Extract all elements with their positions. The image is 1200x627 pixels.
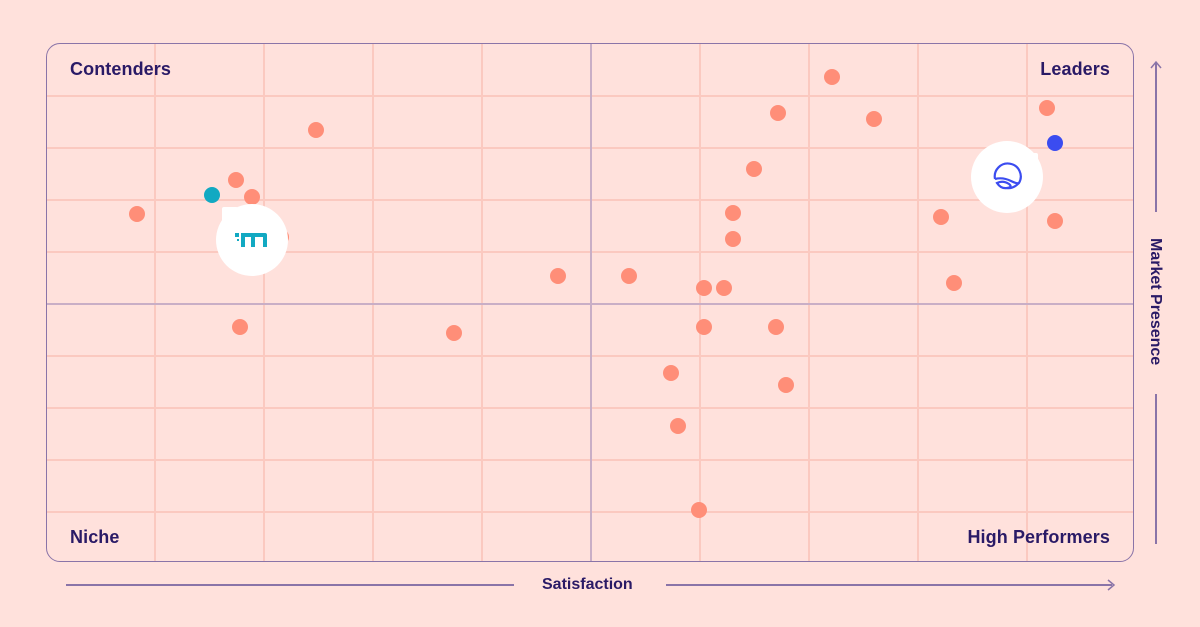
data-point[interactable] — [690, 502, 707, 519]
y-axis-title: Market Presence — [1147, 238, 1164, 366]
m-logo-icon — [235, 233, 267, 247]
data-point[interactable] — [550, 268, 567, 285]
data-point[interactable] — [307, 121, 324, 138]
grid-line — [372, 44, 374, 561]
data-point[interactable] — [446, 325, 462, 342]
data-point[interactable] — [933, 208, 950, 225]
data-point[interactable] — [777, 377, 794, 394]
data-point[interactable] — [243, 188, 260, 205]
center-horizontal-axis — [47, 303, 1133, 305]
grid-line — [917, 44, 919, 561]
y-axis-line-top — [1155, 62, 1157, 212]
grid-line — [699, 44, 701, 561]
grid-line — [808, 44, 810, 561]
x-axis-line-right — [666, 584, 1112, 586]
x-axis-line-left — [66, 584, 514, 586]
data-point[interactable] — [129, 206, 146, 223]
data-point[interactable] — [865, 110, 882, 127]
grid-line — [263, 44, 265, 561]
sphere-wave-logo-icon — [993, 162, 1022, 190]
center-vertical-axis — [590, 44, 592, 561]
data-point[interactable] — [746, 161, 763, 178]
data-point[interactable] — [724, 231, 741, 248]
data-point[interactable] — [823, 69, 840, 86]
data-point[interactable] — [662, 365, 679, 382]
data-point[interactable] — [715, 279, 732, 296]
teal-vendor-logo-bubble[interactable] — [216, 204, 288, 276]
data-point[interactable] — [1038, 99, 1055, 116]
data-point[interactable] — [670, 418, 687, 435]
data-point[interactable] — [228, 172, 245, 189]
quadrant-label-contenders: Contenders — [70, 59, 172, 79]
quadrant-label-high-performers: High Performers — [967, 527, 1110, 547]
data-point[interactable] — [770, 105, 787, 122]
data-point[interactable] — [231, 318, 248, 335]
data-point[interactable] — [621, 268, 638, 285]
data-point[interactable] — [696, 318, 713, 335]
data-point[interactable] — [696, 279, 713, 296]
data-point[interactable] — [724, 205, 741, 222]
y-axis-line-bottom — [1155, 394, 1157, 544]
grid-line — [154, 44, 156, 561]
data-point[interactable] — [946, 274, 963, 291]
quadrant-chart-frame — [46, 43, 1134, 562]
data-point[interactable] — [768, 318, 785, 335]
quadrant-label-niche: Niche — [70, 527, 120, 547]
blue-vendor-logo-bubble[interactable] — [971, 141, 1043, 213]
quadrant-label-leaders: Leaders — [1040, 59, 1110, 79]
x-axis-arrow-icon — [1107, 579, 1116, 591]
blue-logo-vendor-point[interactable] — [1046, 135, 1063, 152]
teal-logo-vendor-point[interactable] — [204, 187, 221, 204]
grid-line — [481, 44, 483, 561]
data-point[interactable] — [1046, 213, 1063, 230]
grid-line — [1026, 44, 1028, 561]
x-axis-title: Satisfaction — [542, 576, 633, 593]
